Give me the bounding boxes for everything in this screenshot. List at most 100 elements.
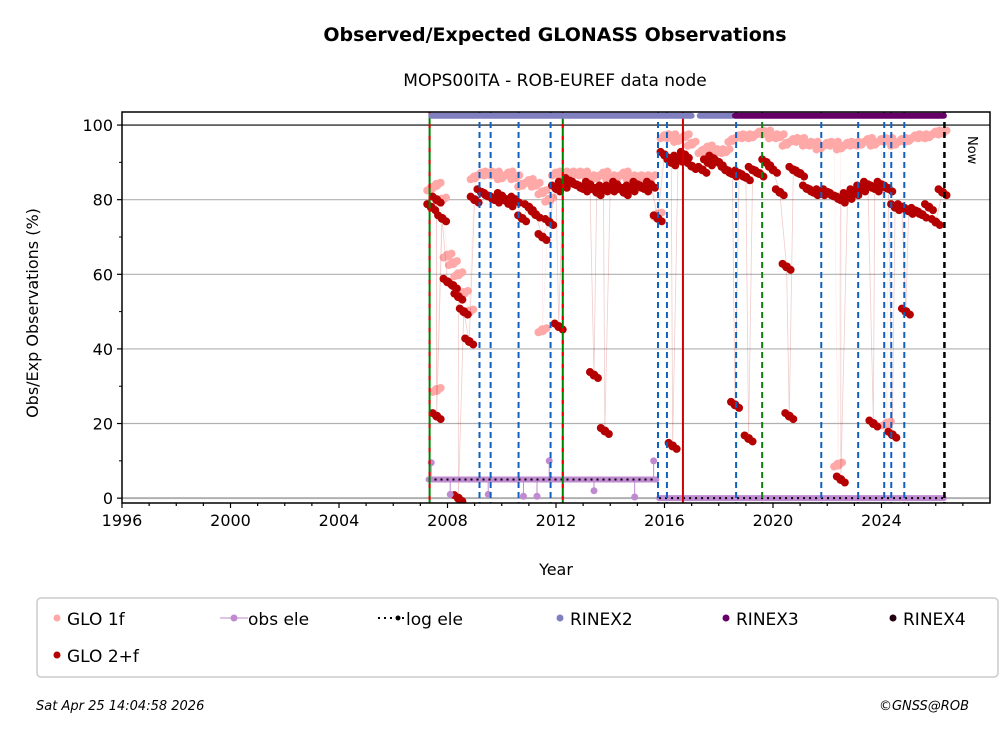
data-point	[684, 130, 693, 139]
legend: GLO 1f obs ele log ele RINEX2 RINEX3 RINEX4 GL…	[36, 597, 999, 678]
data-point	[832, 192, 841, 201]
data-point	[520, 179, 529, 188]
obs-ele-point	[590, 487, 598, 495]
data-point	[781, 409, 790, 418]
y-tick-label: 20	[93, 415, 113, 434]
data-point	[622, 181, 631, 190]
data-point	[759, 172, 768, 181]
data-point	[785, 137, 794, 146]
data-point	[691, 137, 700, 146]
data-point	[717, 162, 726, 171]
obs-ele-point	[545, 457, 553, 465]
data-point	[535, 178, 544, 187]
legend-label-obs-ele: obs ele	[248, 610, 309, 630]
plot-area: 0 20 40 60 80 100 1996 2000 2004 2008 2012 2016 2020…	[82, 111, 991, 530]
data-point	[773, 168, 781, 177]
data-point	[880, 137, 889, 146]
data-point	[838, 458, 847, 467]
legend-marker-rinex3	[722, 614, 730, 622]
y-axis-label: Obs/Exp Observations (%)	[23, 208, 42, 418]
data-point	[480, 171, 489, 180]
data-point	[602, 181, 611, 190]
data-point	[500, 196, 509, 205]
x-tick-label: 2008	[427, 511, 468, 530]
data-point	[581, 177, 590, 186]
data-point	[650, 171, 659, 180]
footer-timestamp: Sat Apr 25 14:04:58 2026	[36, 699, 204, 714]
data-point	[900, 137, 909, 146]
data-point	[832, 472, 841, 481]
legend-label-rinex2: RINEX2	[570, 610, 633, 630]
data-point	[873, 422, 882, 431]
legend-marker-obs-ele	[230, 614, 238, 622]
data-point	[615, 171, 624, 180]
data-point	[649, 211, 658, 220]
data-point	[664, 438, 673, 447]
chart-subtitle: MOPS00ITA - ROB-EUREF data node	[403, 71, 706, 91]
data-point	[493, 188, 502, 197]
data-point	[886, 417, 895, 426]
data-point	[642, 177, 651, 186]
data-point	[710, 155, 719, 164]
y-tick-label: 80	[93, 191, 113, 210]
data-point	[778, 259, 787, 268]
data-point	[458, 295, 467, 304]
data-point	[508, 202, 517, 211]
obs-ele-point	[650, 457, 658, 465]
data-point	[805, 141, 814, 150]
data-point	[779, 191, 788, 200]
data-point	[893, 200, 902, 209]
data-point	[480, 188, 489, 197]
data-point	[683, 159, 692, 168]
data-point	[907, 203, 916, 212]
obs-ele-point	[533, 492, 541, 500]
data-point	[461, 334, 470, 343]
now-label: Now	[964, 136, 979, 165]
data-point	[765, 162, 773, 171]
data-point	[812, 185, 821, 194]
legend-label-log-ele: log ele	[406, 610, 463, 630]
y-tick-label: 0	[103, 489, 113, 508]
data-point	[548, 181, 556, 190]
data-point	[434, 211, 443, 220]
legend-marker-glo-1f	[53, 614, 61, 622]
data-point	[447, 249, 456, 258]
data-point	[805, 185, 814, 194]
data-point	[595, 171, 604, 180]
plot-frame	[121, 111, 991, 504]
data-point	[520, 200, 529, 209]
data-point	[934, 130, 943, 139]
data-point	[737, 170, 746, 179]
data-point	[840, 198, 849, 207]
data-point	[888, 187, 897, 196]
data-point	[466, 192, 475, 201]
data-point	[463, 286, 472, 295]
obs-ele-point	[631, 493, 639, 501]
data-point	[832, 145, 841, 154]
legend-marker-log-ele	[395, 615, 401, 621]
data-point	[554, 171, 563, 180]
data-point	[748, 437, 757, 446]
data-point	[927, 215, 936, 224]
data-point	[439, 253, 448, 262]
y-tick-label: 100	[82, 116, 113, 135]
x-axis-label: Year	[538, 560, 573, 579]
data-point	[920, 200, 929, 209]
data-point	[914, 134, 923, 143]
data-point	[436, 178, 445, 187]
data-point	[629, 177, 638, 186]
data-point	[935, 221, 944, 230]
obs-ele-point	[519, 492, 527, 500]
data-point	[463, 310, 472, 319]
data-point	[778, 141, 787, 150]
data-point	[846, 141, 855, 150]
data-point	[892, 433, 901, 442]
data-point	[522, 217, 531, 226]
data-point	[914, 207, 923, 216]
data-point	[657, 217, 666, 226]
data-point	[466, 175, 475, 184]
data-point	[455, 304, 464, 313]
data-point	[771, 185, 780, 194]
data-point	[458, 497, 467, 503]
data-point	[798, 181, 807, 190]
